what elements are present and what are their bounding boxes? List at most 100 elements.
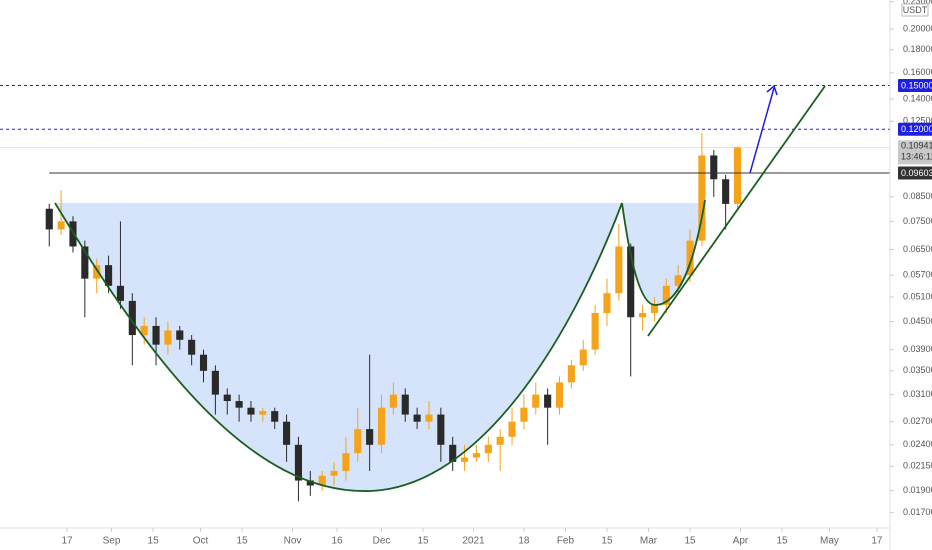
candle-body bbox=[544, 394, 552, 408]
candle-body bbox=[164, 330, 172, 345]
candle-body bbox=[461, 457, 469, 462]
arrow-shaft bbox=[749, 87, 775, 174]
candle-body bbox=[484, 444, 492, 454]
x-tick-label: Oct bbox=[193, 536, 209, 547]
candle-body bbox=[662, 285, 670, 305]
candle-body bbox=[710, 155, 718, 180]
level-tag bbox=[898, 166, 932, 180]
level-label: 0.15000 bbox=[901, 80, 932, 90]
plot bbox=[0, 85, 890, 502]
arrow-head bbox=[766, 84, 778, 96]
candle-body bbox=[496, 436, 504, 445]
cup-shade bbox=[55, 203, 705, 492]
currency: USDT bbox=[903, 5, 928, 15]
candle-body bbox=[413, 414, 421, 422]
candle-body bbox=[733, 147, 742, 204]
candle-body bbox=[449, 444, 457, 462]
candle-body bbox=[639, 313, 647, 318]
candle-body bbox=[354, 429, 362, 454]
x-tick-label: 17 bbox=[871, 536, 883, 547]
candle-body bbox=[259, 411, 267, 415]
candle-body bbox=[437, 414, 445, 445]
candle-body bbox=[698, 155, 706, 241]
level-label: 0.12000 bbox=[901, 124, 932, 134]
x-tick-label: 16 bbox=[331, 536, 343, 547]
x-tick-label: 17 bbox=[61, 536, 73, 547]
candle-body bbox=[520, 407, 528, 422]
drawings bbox=[55, 203, 705, 492]
candle-body bbox=[247, 407, 255, 415]
level-tag bbox=[898, 79, 932, 93]
candle-body bbox=[176, 330, 184, 340]
candle-body bbox=[235, 401, 243, 408]
candle-body bbox=[342, 453, 350, 471]
x-tick-label: Feb bbox=[557, 536, 575, 547]
candle-body bbox=[401, 394, 409, 415]
y-tick-label: 0.23000 bbox=[903, 0, 932, 6]
x-tick-label: 15 bbox=[776, 536, 788, 547]
handle-curve bbox=[621, 199, 706, 306]
candle-body bbox=[211, 370, 219, 395]
candle-body bbox=[377, 407, 386, 445]
pattern-lines bbox=[54, 85, 826, 492]
candle-body bbox=[306, 480, 314, 486]
candle-body bbox=[650, 304, 659, 314]
candle-body bbox=[105, 265, 113, 286]
currency-box bbox=[901, 3, 929, 17]
candle-body bbox=[128, 300, 136, 336]
last-price-label: 0.10941 bbox=[901, 141, 932, 151]
x-tick-label: 15 bbox=[148, 536, 160, 547]
level-label: 0.09603 bbox=[901, 168, 932, 178]
x-tick-label: 15 bbox=[684, 536, 696, 547]
x-tick-label: Apr bbox=[733, 536, 749, 547]
x-tick-label: Mar bbox=[640, 536, 658, 547]
candle-body bbox=[116, 285, 125, 301]
candle-body bbox=[615, 246, 623, 294]
candle-body bbox=[366, 429, 374, 445]
x-tick-label: 15 bbox=[601, 536, 613, 547]
candle-body bbox=[686, 240, 694, 276]
last-price-tag bbox=[898, 140, 932, 165]
candle-body bbox=[294, 444, 303, 481]
countdown: 13:46:11 bbox=[901, 152, 932, 162]
candle-body bbox=[45, 208, 53, 230]
candle-body bbox=[591, 313, 599, 350]
candle-body bbox=[283, 421, 291, 445]
candle-body bbox=[603, 293, 611, 314]
candle-body bbox=[555, 382, 564, 408]
x-tick-label: 2021 bbox=[462, 536, 485, 547]
trend-line bbox=[647, 85, 826, 337]
candle-body bbox=[188, 339, 196, 355]
candle-body bbox=[532, 394, 540, 408]
x-tick-label: Dec bbox=[373, 536, 391, 547]
candle-body bbox=[330, 470, 338, 476]
candle-body bbox=[567, 365, 575, 383]
candle-body bbox=[425, 414, 433, 422]
candle-body bbox=[508, 421, 516, 437]
cup-curve bbox=[54, 202, 623, 492]
candle-body bbox=[152, 325, 160, 345]
x-tick-label: May bbox=[820, 536, 839, 547]
candle-body bbox=[199, 354, 208, 371]
x-tick-label: 15 bbox=[417, 536, 429, 547]
x-tick-label: Nov bbox=[284, 536, 302, 547]
candle-body bbox=[140, 325, 148, 336]
target-arrow bbox=[749, 84, 778, 174]
